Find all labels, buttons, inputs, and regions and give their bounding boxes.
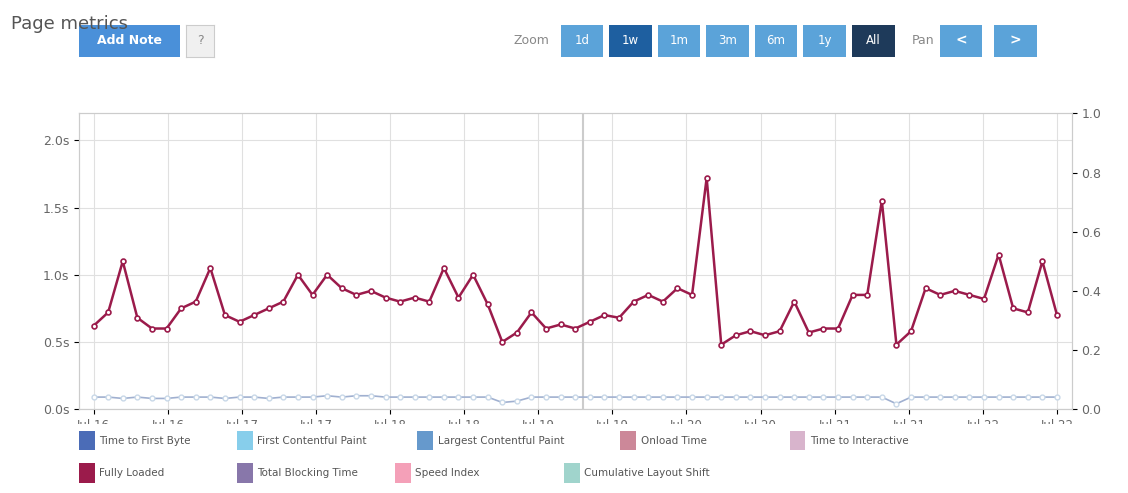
Bar	[237, 431, 253, 450]
Text: Pan: Pan	[911, 34, 934, 47]
Bar	[620, 431, 636, 450]
Text: Total Blocking Time: Total Blocking Time	[257, 468, 358, 478]
Text: 3m: 3m	[719, 34, 737, 47]
Text: Speed Index: Speed Index	[415, 468, 479, 478]
Bar	[790, 431, 805, 450]
Text: Page metrics: Page metrics	[11, 15, 129, 33]
Text: >: >	[1010, 34, 1021, 48]
Text: Largest Contentful Paint: Largest Contentful Paint	[438, 435, 564, 446]
Bar	[79, 431, 95, 450]
Bar	[564, 463, 580, 483]
Text: Add Note: Add Note	[97, 34, 162, 47]
Text: ?: ?	[197, 34, 203, 47]
Bar	[395, 463, 411, 483]
Text: <: <	[955, 34, 967, 48]
Bar	[417, 431, 433, 450]
Text: 1w: 1w	[622, 34, 640, 47]
Bar	[237, 463, 253, 483]
Text: First Contentful Paint: First Contentful Paint	[257, 435, 367, 446]
Text: Onload Time: Onload Time	[641, 435, 706, 446]
Text: 1m: 1m	[670, 34, 688, 47]
Text: Fully Loaded: Fully Loaded	[99, 468, 165, 478]
Text: 6m: 6m	[767, 34, 785, 47]
Text: Zoom: Zoom	[513, 34, 549, 47]
Text: Time to Interactive: Time to Interactive	[810, 435, 908, 446]
Text: Time to First Byte: Time to First Byte	[99, 435, 191, 446]
Text: 1d: 1d	[574, 34, 590, 47]
Text: Cumulative Layout Shift: Cumulative Layout Shift	[584, 468, 710, 478]
Text: 1y: 1y	[818, 34, 831, 47]
Text: All: All	[865, 34, 881, 47]
Bar	[79, 463, 95, 483]
